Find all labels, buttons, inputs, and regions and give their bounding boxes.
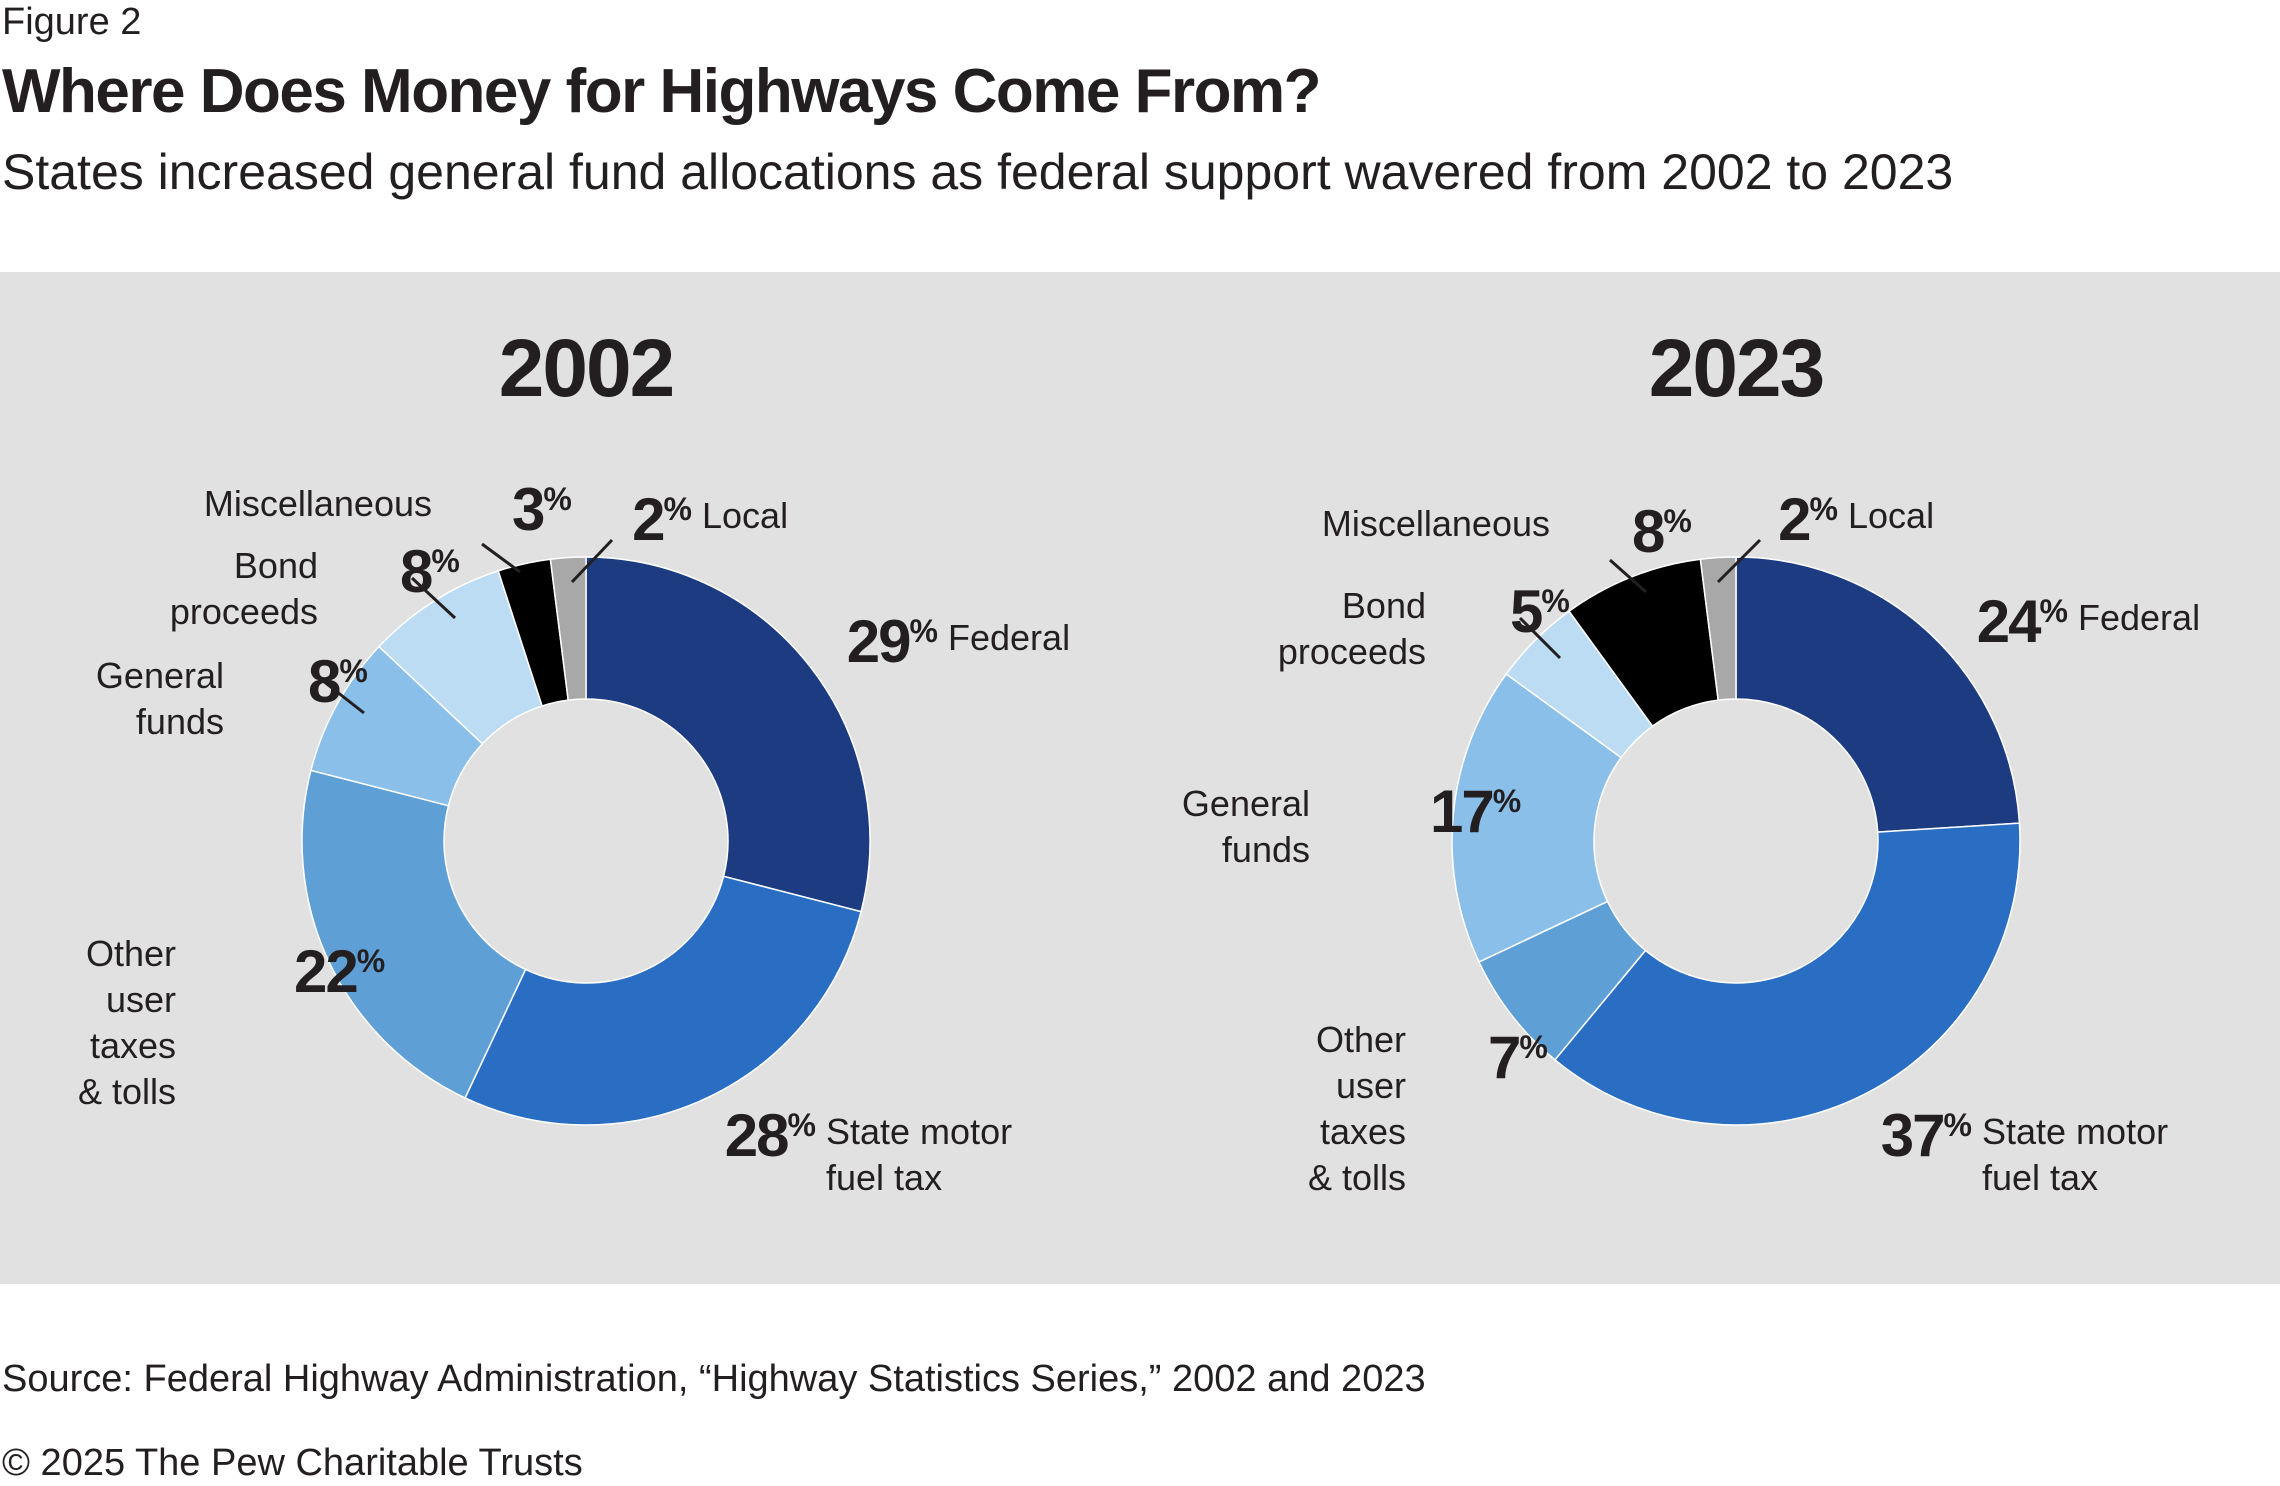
slice-federal bbox=[1735, 556, 2021, 833]
value-bond: 5% bbox=[1510, 578, 1569, 645]
label-other: Other bbox=[86, 933, 176, 974]
leader-line-misc bbox=[481, 542, 521, 574]
label-local: Local bbox=[1848, 495, 1934, 536]
label-other: taxes bbox=[1320, 1111, 1406, 1152]
label-fuel: fuel tax bbox=[826, 1157, 942, 1198]
label-other: & tolls bbox=[1308, 1157, 1406, 1198]
label-general: funds bbox=[136, 701, 224, 742]
leader-line-local bbox=[1716, 538, 1762, 584]
label-general: funds bbox=[1222, 829, 1310, 870]
value-other: 22% bbox=[294, 938, 385, 1005]
label-other: user bbox=[106, 979, 176, 1020]
slice-local bbox=[1699, 556, 1737, 701]
chart-year-title: 2002 bbox=[499, 323, 673, 414]
value-federal: 24% bbox=[1977, 588, 2068, 655]
value-local: 2% bbox=[632, 486, 691, 553]
slice-fuel bbox=[1553, 822, 2021, 1126]
label-fuel: fuel tax bbox=[1982, 1157, 2098, 1198]
page-title: Where Does Money for Highways Come From? bbox=[2, 57, 1322, 126]
label-bond: proceeds bbox=[170, 591, 318, 632]
leader-line-local bbox=[570, 538, 614, 584]
donut-chart-2002: 2002 29% Federal 28% State motor fuel tax Othe… bbox=[78, 323, 1070, 1198]
chart-year-title: 2023 bbox=[1649, 323, 1823, 414]
slice-general bbox=[1451, 673, 1623, 963]
label-other: & tolls bbox=[78, 1071, 176, 1112]
value-federal: 29% bbox=[847, 608, 938, 675]
label-general: General bbox=[96, 655, 224, 696]
slice-local bbox=[549, 556, 587, 701]
leader-line-bond bbox=[1518, 616, 1562, 660]
label-bond: Bond bbox=[234, 545, 318, 586]
label-local: Local bbox=[702, 495, 788, 536]
leader-line-general bbox=[317, 675, 365, 715]
figure-label: Figure 2 bbox=[2, 1, 142, 43]
label-general: General bbox=[1182, 783, 1310, 824]
leader-line-misc bbox=[1609, 558, 1647, 594]
label-other: taxes bbox=[90, 1025, 176, 1066]
value-misc: 3% bbox=[512, 476, 571, 543]
value-local: 2% bbox=[1778, 486, 1837, 553]
value-general: 8% bbox=[308, 648, 367, 715]
page-subtitle: States increased general fund allocation… bbox=[2, 144, 1954, 200]
label-other: user bbox=[1336, 1065, 1406, 1106]
label-misc: Miscellaneous bbox=[204, 483, 432, 524]
value-bond: 8% bbox=[400, 538, 459, 605]
slice-federal bbox=[585, 556, 871, 913]
label-misc: Miscellaneous bbox=[1322, 503, 1550, 544]
label-other: Other bbox=[1316, 1019, 1406, 1060]
label-bond: Bond bbox=[1342, 585, 1426, 626]
label-fuel: State motor bbox=[826, 1111, 1012, 1152]
value-fuel: 28% bbox=[725, 1102, 816, 1169]
donut-chart-2023: 2023 24% Federal 37% State motor fuel tax Othe… bbox=[1182, 323, 2200, 1198]
value-misc: 8% bbox=[1632, 498, 1691, 565]
leader-line-bond bbox=[410, 576, 457, 620]
slice-other bbox=[301, 769, 527, 1099]
value-general: 17% bbox=[1430, 778, 1521, 845]
label-bond: proceeds bbox=[1278, 631, 1426, 672]
value-fuel: 37% bbox=[1881, 1102, 1972, 1169]
label-federal: Federal bbox=[2078, 597, 2200, 638]
slice-fuel bbox=[464, 875, 862, 1126]
source-note: Source: Federal Highway Administration, … bbox=[2, 1358, 1426, 1400]
label-fuel: State motor bbox=[1982, 1111, 2168, 1152]
copyright-note: © 2025 The Pew Charitable Trusts bbox=[2, 1442, 583, 1484]
label-federal: Federal bbox=[948, 617, 1070, 658]
value-other: 7% bbox=[1488, 1024, 1547, 1091]
